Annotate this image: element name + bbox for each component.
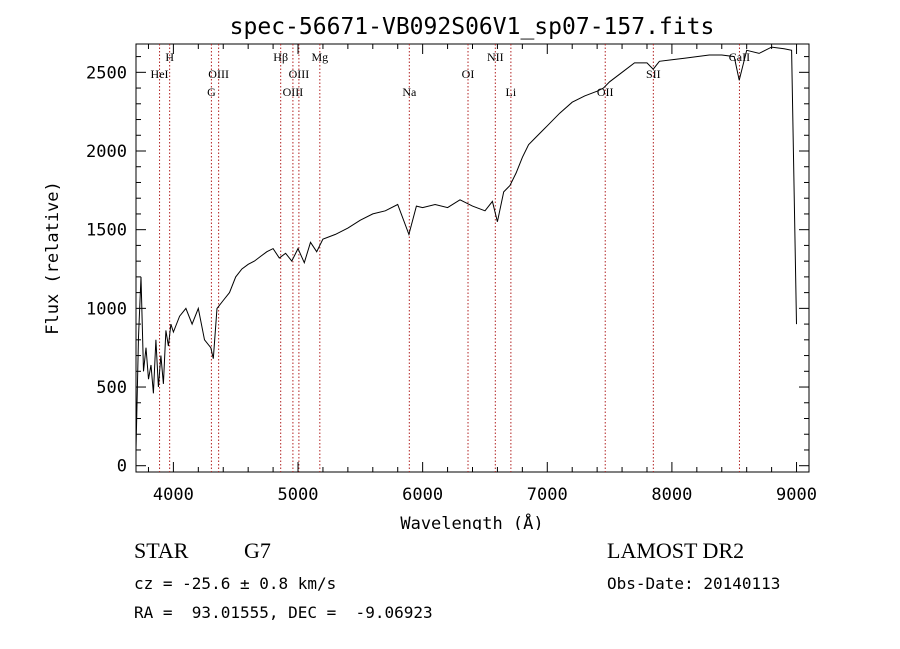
spectral-line-label: Mg [311, 50, 328, 64]
x-tick-label: 7000 [527, 485, 568, 505]
spectral-line-label: HeI [151, 67, 169, 81]
x-tick-label: 5000 [278, 485, 319, 505]
y-tick-label: 2000 [86, 142, 127, 162]
spectral-line-label: Li [506, 85, 517, 99]
chart-title: spec-56671-VB092S06V1_sp07-157.fits [230, 14, 715, 40]
spectral-line-label: OIII [208, 67, 229, 81]
plot-frame [135, 43, 810, 473]
spectral-lines-group [159, 44, 740, 472]
x-tick-label: 6000 [402, 485, 443, 505]
spectral-line-label: OIII [283, 85, 304, 99]
spectral-line-label: SII [646, 67, 661, 81]
x-axis-label: Wavelength (Å) [400, 512, 543, 530]
sky-coordinates: RA = 93.01555, DEC = -9.06923 [134, 603, 433, 622]
spectral-line-label: Hβ [273, 50, 288, 64]
spectral-line-label: OI [462, 67, 475, 81]
x-tick-label: 4000 [153, 485, 194, 505]
spectral-line-label: G [207, 85, 216, 99]
spectral-line-label: Na [402, 85, 417, 99]
spectral-line-label: H [165, 50, 174, 64]
spectral-line-label: OII [597, 85, 614, 99]
y-axis-label: Flux (relative) [43, 181, 63, 335]
y-tick-label: 0 [117, 457, 127, 477]
y-tick-label: 1500 [86, 221, 127, 241]
x-axis-ticks: 4000 5000 6000 7000 8000 9000 [147, 44, 817, 505]
y-axis-ticks: 0 500 1000 1500 2000 2500 [86, 56, 809, 477]
spectrum-line [135, 46, 797, 451]
survey-name: LAMOST DR2 [607, 538, 745, 563]
spectral-line-label: NII [487, 50, 504, 64]
observation-date: Obs-Date: 20140113 [607, 574, 781, 593]
spectral-line-label: OIII [289, 67, 310, 81]
spectral-line-label: CaII [729, 50, 750, 64]
y-tick-label: 1000 [86, 299, 127, 319]
x-tick-label: 9000 [776, 485, 817, 505]
object-subclass: G7 [244, 538, 271, 563]
spectrum-chart: spec-56671-VB092S06V1_sp07-157.fits H HeI… [43, 14, 817, 530]
y-tick-label: 500 [96, 378, 127, 398]
y-tick-label: 2500 [86, 63, 127, 83]
redshift-velocity: cz = -25.6 ± 0.8 km/s [134, 574, 337, 593]
object-class: STAR [134, 538, 189, 563]
x-tick-label: 8000 [651, 485, 692, 505]
